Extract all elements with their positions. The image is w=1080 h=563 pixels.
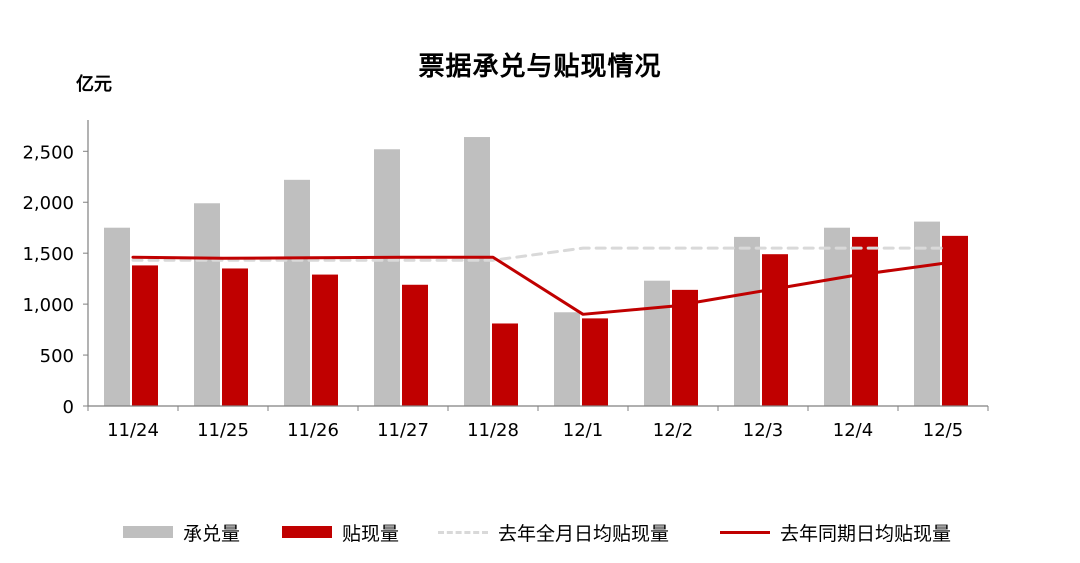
bar-discount (762, 254, 788, 406)
bar-discount (852, 236, 878, 406)
chart-plot: 0 500 1,000 1,500 2,000 2,500 11/24 11/25 11/26 1… (22, 120, 989, 441)
bar-discount (402, 284, 428, 406)
legend-swatch-last-year-period-avg (720, 530, 770, 534)
bar-discount (672, 289, 698, 406)
bar-discount (132, 265, 158, 406)
bar-discount (312, 274, 338, 406)
x-tick-label: 12/4 (833, 420, 873, 441)
x-tick-label: 11/24 (107, 420, 159, 441)
legend-label-acceptance: 承兑量 (183, 522, 241, 545)
x-tick-label: 11/27 (377, 420, 429, 441)
x-tick-label: 12/3 (743, 420, 783, 441)
x-tick-label: 12/1 (563, 420, 603, 441)
legend-item-acceptance: 承兑量 (123, 516, 240, 548)
bar-acceptance (464, 137, 490, 406)
chart-legend: 承兑量 贴现量 去年全月日均贴现量 去年同期日均贴现量 (0, 516, 1080, 548)
y-tick-label: 500 (40, 346, 74, 367)
y-tick-label: 2,500 (22, 142, 74, 163)
bar-discount (492, 323, 518, 406)
legend-label-last-year-month-avg: 去年全月日均贴现量 (498, 522, 670, 545)
bar-discount (222, 268, 248, 406)
line-last-year-month-avg (131, 246, 945, 262)
y-tick-label: 0 (63, 397, 74, 418)
x-tick-label: 11/28 (467, 420, 519, 441)
bar-acceptance (914, 221, 940, 406)
x-tick-label: 12/5 (923, 420, 963, 441)
legend-item-last-year-period-avg: 去年同期日均贴现量 (720, 516, 951, 548)
legend-label-discount: 贴现量 (342, 522, 400, 545)
y-axis-unit-label: 亿元 (76, 74, 112, 95)
legend-item-last-year-month-avg: 去年全月日均贴现量 (438, 516, 669, 548)
x-tick-label: 11/25 (197, 420, 249, 441)
y-tick-label: 1,500 (22, 244, 74, 265)
legend-swatch-discount (282, 526, 332, 538)
legend-swatch-acceptance (123, 526, 173, 538)
bar-acceptance (104, 227, 130, 406)
bar-acceptance (374, 149, 400, 407)
x-tick-label: 11/26 (287, 420, 339, 441)
y-tick-label: 1,000 (22, 295, 74, 316)
bar-discount (582, 318, 608, 406)
bar-discount (942, 235, 968, 406)
bar-acceptance (734, 236, 760, 406)
legend-item-discount: 贴现量 (282, 516, 399, 548)
legend-label-last-year-period-avg: 去年同期日均贴现量 (780, 522, 952, 545)
bar-acceptance (284, 179, 310, 406)
bar-acceptance (824, 227, 850, 406)
chart-title: 票据承兑与贴现情况 (418, 52, 662, 82)
bar-acceptance (644, 280, 670, 406)
line-last-year-period-avg (131, 255, 945, 316)
bar-acceptance (554, 312, 580, 406)
y-tick-label: 2,000 (22, 193, 74, 214)
x-tick-label: 12/2 (653, 420, 693, 441)
legend-swatch-last-year-month-avg (438, 530, 488, 534)
bar-acceptance (194, 203, 220, 406)
